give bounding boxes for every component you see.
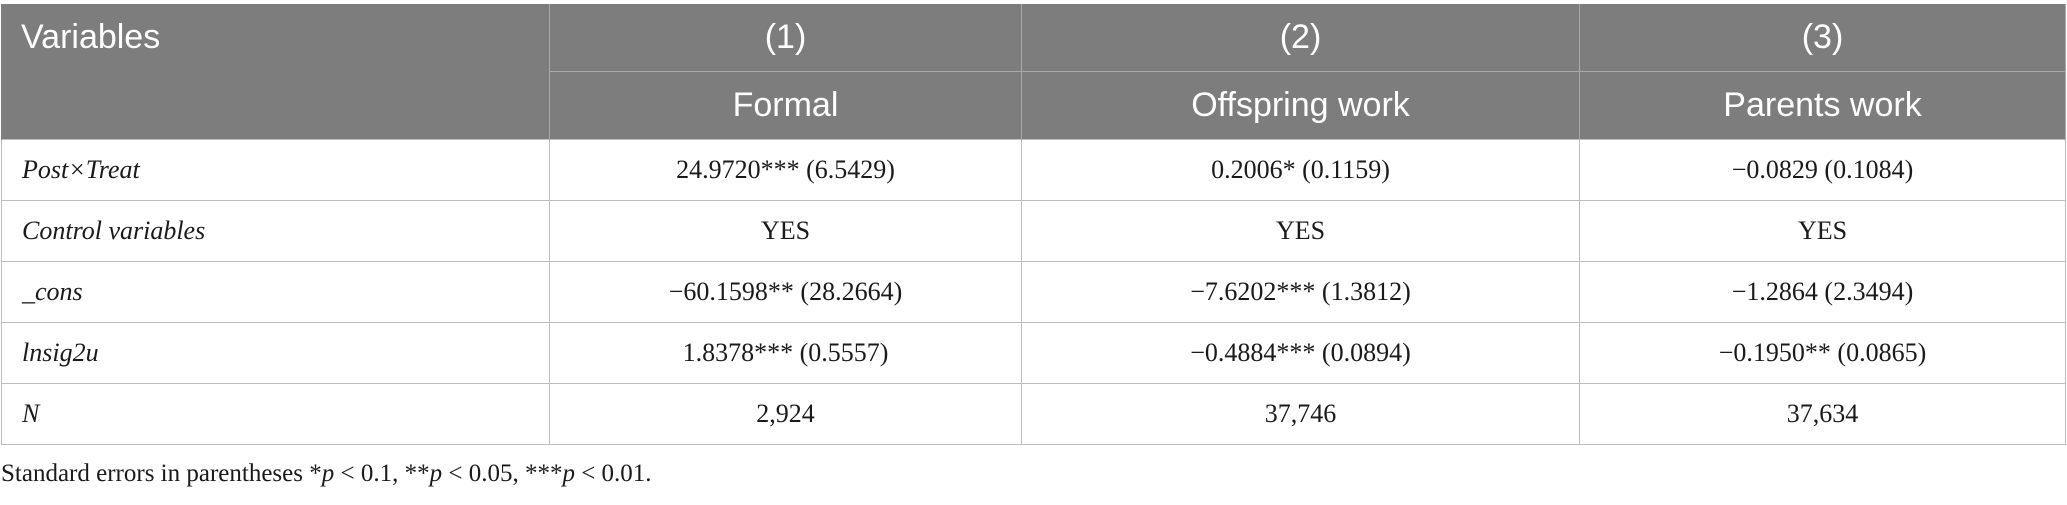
- header-row-numbers: Variables (1) (2) (3): [1, 4, 2066, 140]
- table-cell: −0.1950** (0.0865): [1579, 322, 2066, 384]
- table-cell: −60.1598** (28.2664): [549, 261, 1022, 323]
- table-cell: 0.2006* (0.1159): [1021, 139, 1580, 201]
- table-cell: 37,634: [1579, 383, 2066, 445]
- row-label: N: [1, 383, 550, 445]
- table-footnote: Standard errors in parentheses *p < 0.1,…: [1, 460, 652, 488]
- table-row: Control variables YES YES YES: [1, 200, 2066, 262]
- footnote-lead: Standard errors in parentheses *: [1, 460, 322, 487]
- column-number-2: (2): [1021, 4, 1580, 72]
- footnote-threshold-3: < 0.01.: [574, 460, 652, 487]
- footnote-threshold-2: < 0.05, ***: [442, 460, 563, 487]
- table-cell: −0.0829 (0.1084): [1579, 139, 2066, 201]
- table-row: N 2,924 37,746 37,634: [1, 383, 2066, 445]
- table-cell: −7.6202*** (1.3812): [1021, 261, 1580, 323]
- table-cell: −0.4884*** (0.0894): [1021, 322, 1580, 384]
- table-cell: 1.8378*** (0.5557): [549, 322, 1022, 384]
- row-label: lnsig2u: [1, 322, 550, 384]
- footnote-p-symbol: p: [321, 460, 335, 487]
- regression-table: Variables (1) (2) (3) Formal Offspring w…: [1, 4, 2066, 445]
- footnote-threshold-1: < 0.1, **: [334, 460, 430, 487]
- column-name-parents-work: Parents work: [1579, 71, 2066, 140]
- table-cell: 37,746: [1021, 383, 1580, 445]
- variables-header: Variables: [1, 4, 550, 140]
- header-row-names: Formal Offspring work Parents work: [2, 71, 2066, 140]
- column-name-formal: Formal: [549, 71, 1022, 140]
- table-cell: 2,924: [549, 383, 1022, 445]
- column-number-1: (1): [549, 4, 1022, 72]
- table-cell: YES: [1021, 200, 1580, 262]
- row-label: Control variables: [1, 200, 550, 262]
- footnote-p-symbol: p: [429, 460, 443, 487]
- table-cell: 24.9720*** (6.5429): [549, 139, 1022, 201]
- footnote-p-symbol: p: [562, 460, 575, 487]
- row-label: _cons: [1, 261, 550, 323]
- table-row: Post×Treat 24.9720*** (6.5429) 0.2006* (…: [1, 139, 2066, 201]
- table-cell: −1.2864 (2.3494): [1579, 261, 2066, 323]
- column-name-offspring-work: Offspring work: [1021, 71, 1580, 140]
- table-cell: YES: [1579, 200, 2066, 262]
- table-cell: YES: [549, 200, 1022, 262]
- table-row: lnsig2u 1.8378*** (0.5557) −0.4884*** (0…: [1, 322, 2066, 384]
- column-number-3: (3): [1579, 4, 2066, 72]
- row-label: Post×Treat: [1, 139, 550, 201]
- table-row: _cons −60.1598** (28.2664) −7.6202*** (1…: [1, 261, 2066, 323]
